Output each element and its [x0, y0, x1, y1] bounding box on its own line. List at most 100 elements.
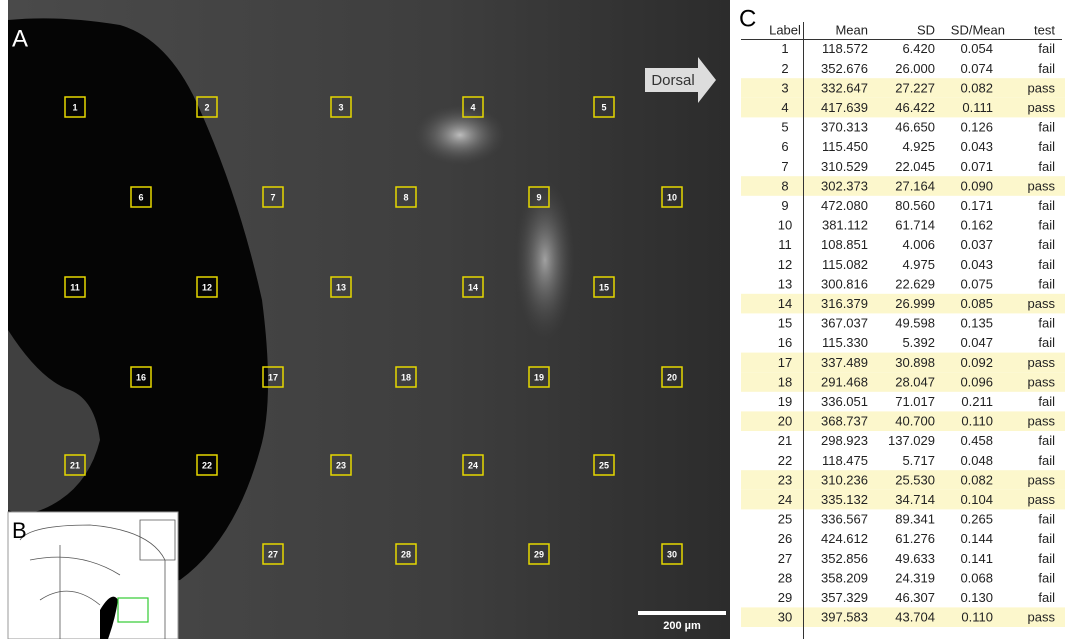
roi-label: 8 [403, 192, 408, 202]
table-cell: fail [1038, 139, 1055, 154]
table-cell: 80.560 [895, 198, 935, 213]
table-cell: 0.082 [960, 80, 993, 95]
table-cell: fail [1038, 120, 1055, 135]
roi-label: 6 [138, 192, 143, 202]
column-header: SD [917, 22, 935, 37]
table-cell: 2 [781, 61, 788, 76]
table-cell: 0.141 [960, 551, 993, 566]
table-cell: 61.276 [895, 531, 935, 546]
roi-label: 22 [202, 460, 212, 470]
table-cell: 46.307 [895, 590, 935, 605]
table-cell: fail [1038, 237, 1055, 252]
table-cell: 61.714 [895, 218, 935, 233]
table-cell: 40.700 [895, 414, 935, 429]
table-cell: 357.329 [821, 590, 868, 605]
table-cell: 26.000 [895, 61, 935, 76]
table-cell: fail [1038, 257, 1055, 272]
table-cell: 0.047 [960, 335, 993, 350]
table-cell: 89.341 [895, 512, 935, 527]
table-cell: 0.130 [960, 590, 993, 605]
table-cell: pass [1028, 100, 1056, 115]
table-cell: 352.676 [821, 61, 868, 76]
table-cell: 20 [778, 414, 792, 429]
table-cell: pass [1028, 472, 1056, 487]
roi-label: 27 [268, 549, 278, 559]
figure: A Dorsal 200 µm 123456789101112131415161… [0, 0, 1065, 639]
table-cell: 27.227 [895, 80, 935, 95]
table-cell: 10 [778, 218, 792, 233]
roi-label: 25 [599, 460, 609, 470]
table-cell: 71.017 [895, 394, 935, 409]
table-cell: 397.583 [821, 610, 868, 625]
table-cell: 115.450 [822, 139, 868, 154]
table-cell: 336.051 [821, 394, 868, 409]
table-cell: 4.925 [902, 139, 935, 154]
table-cell: 13 [778, 276, 792, 291]
table-cell: 118.572 [822, 41, 868, 56]
table-cell: 0.126 [960, 120, 993, 135]
table-cell: fail [1038, 159, 1055, 174]
table-cell: 302.373 [821, 178, 868, 193]
table-cell: 0.043 [960, 139, 993, 154]
table-cell: 332.647 [821, 80, 868, 95]
table-cell: 0.111 [962, 100, 993, 115]
scale-label: 200 µm [663, 620, 701, 632]
table-cell: 0.171 [960, 198, 993, 213]
table-cell: fail [1038, 394, 1055, 409]
table-cell: 0.265 [960, 512, 993, 527]
table-cell: 0.082 [960, 472, 993, 487]
table-cell: 118.475 [822, 453, 868, 468]
panel-label: C [739, 5, 756, 32]
roi-label: 2 [204, 102, 209, 112]
roi-label: 4 [470, 102, 475, 112]
table-cell: 367.037 [821, 316, 868, 331]
table-cell: 25 [778, 512, 792, 527]
column-header: Mean [835, 22, 868, 37]
table-cell: 15 [778, 316, 792, 331]
panel-label: A [12, 25, 28, 52]
table-cell: fail [1038, 590, 1055, 605]
table-cell: 0.071 [960, 159, 993, 174]
table-cell: 310.236 [821, 472, 868, 487]
table-cell: 12 [778, 257, 792, 272]
table-cell: 7 [781, 159, 788, 174]
table-cell: 30.898 [895, 355, 935, 370]
roi-label: 20 [667, 372, 677, 382]
table-cell: 0.458 [960, 433, 993, 448]
roi-label: 24 [468, 460, 478, 470]
roi-label: 29 [534, 549, 544, 559]
table-cell: fail [1038, 551, 1055, 566]
table-cell: fail [1038, 433, 1055, 448]
table-cell: 370.313 [821, 120, 868, 135]
table-cell: fail [1038, 512, 1055, 527]
table-cell: 43.704 [895, 610, 935, 625]
table-cell: 0.092 [960, 355, 993, 370]
table-cell: 18 [778, 374, 792, 389]
table-cell: 115.082 [822, 257, 868, 272]
table-cell: 337.489 [821, 355, 868, 370]
table-cell: 24.319 [895, 570, 935, 585]
table-cell: 0.075 [960, 276, 993, 291]
table-cell: 46.422 [895, 100, 935, 115]
table-cell: 14 [778, 296, 792, 311]
table-cell: pass [1028, 178, 1056, 193]
table-cell: 49.598 [895, 316, 935, 331]
table-cell: 358.209 [821, 570, 868, 585]
table-cell: fail [1038, 570, 1055, 585]
table-cell: fail [1038, 453, 1055, 468]
table-cell: 0.090 [960, 178, 993, 193]
roi-label: 17 [268, 372, 278, 382]
roi-label: 28 [401, 549, 411, 559]
table-cell: pass [1028, 610, 1056, 625]
table-cell: 9 [781, 198, 788, 213]
table-cell: 27 [778, 551, 792, 566]
table-cell: pass [1028, 80, 1056, 95]
table-cell: 11 [778, 237, 792, 252]
table-cell: 0.211 [961, 394, 993, 409]
roi-label: 21 [70, 460, 80, 470]
table-cell: 424.612 [821, 531, 868, 546]
table-cell: fail [1038, 41, 1055, 56]
table-cell: 28.047 [895, 374, 935, 389]
table-cell: fail [1038, 335, 1055, 350]
table-cell: 24 [778, 492, 792, 507]
